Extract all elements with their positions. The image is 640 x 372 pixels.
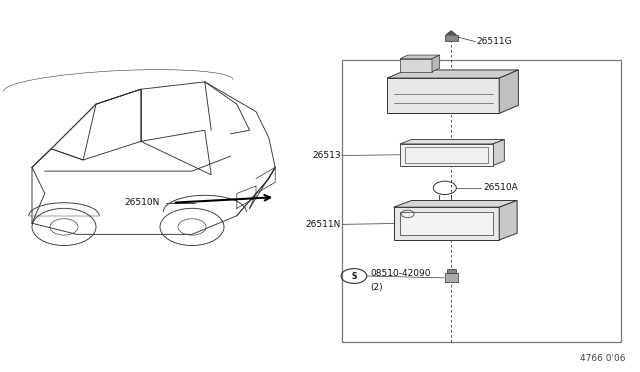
Bar — [387, 78, 499, 113]
Polygon shape — [445, 35, 458, 41]
Text: 4766 0'06: 4766 0'06 — [580, 354, 626, 363]
Polygon shape — [493, 140, 504, 166]
Bar — [445, 273, 458, 282]
Text: 26511G: 26511G — [477, 37, 513, 46]
Polygon shape — [446, 31, 456, 35]
Text: S: S — [351, 272, 356, 280]
Text: 26511N: 26511N — [306, 220, 341, 229]
Bar — [447, 269, 456, 273]
Text: 26513: 26513 — [312, 151, 341, 160]
Bar — [405, 147, 488, 163]
Polygon shape — [400, 140, 504, 144]
Text: (2): (2) — [370, 283, 383, 292]
Bar — [394, 207, 499, 240]
Text: 08510-42090: 08510-42090 — [370, 269, 431, 278]
Bar — [400, 59, 432, 72]
Polygon shape — [400, 55, 440, 59]
Bar — [400, 144, 493, 166]
Bar — [400, 212, 493, 235]
Text: 26510N: 26510N — [125, 198, 160, 207]
Bar — [342, 60, 621, 342]
Polygon shape — [432, 55, 440, 72]
Polygon shape — [394, 201, 517, 207]
Polygon shape — [499, 70, 518, 113]
Polygon shape — [387, 70, 518, 78]
Polygon shape — [499, 201, 517, 240]
Text: 26510A: 26510A — [483, 183, 518, 192]
